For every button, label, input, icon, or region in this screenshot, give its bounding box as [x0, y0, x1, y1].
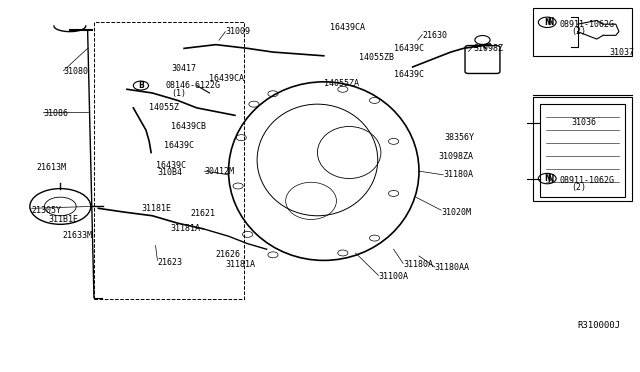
Text: 21630: 21630 [422, 31, 447, 40]
Text: 31020M: 31020M [441, 208, 471, 217]
Text: N: N [544, 18, 550, 27]
Text: 30412M: 30412M [204, 167, 234, 176]
Bar [533, 97, 632, 201]
Text: 16439C: 16439C [394, 70, 424, 79]
Text: 31100A: 31100A [378, 272, 408, 280]
Text: 16439C: 16439C [156, 161, 186, 170]
Text: 14055ZA: 14055ZA [324, 79, 359, 88]
Text: 31181A: 31181A [170, 224, 200, 233]
Text: 08911-1062G: 08911-1062G [560, 176, 615, 185]
Text: N: N [544, 174, 550, 183]
Text: 16439CA: 16439CA [209, 74, 244, 83]
Text: 38356Y: 38356Y [444, 133, 474, 142]
Text: (2): (2) [572, 183, 586, 192]
Text: 311B1E: 311B1E [48, 215, 78, 224]
Text: 21633M: 21633M [62, 231, 92, 240]
Text: 14055Z: 14055Z [149, 103, 179, 112]
Text: (1): (1) [172, 89, 186, 97]
Text: R310000J: R310000J [578, 321, 621, 330]
Text: 31098ZA: 31098ZA [438, 152, 473, 161]
Bar [94, 22, 244, 299]
Text: 08911-1062G: 08911-1062G [560, 20, 615, 29]
Text: 31037: 31037 [609, 48, 634, 57]
Text: 21621: 21621 [191, 209, 216, 218]
Text: N: N [547, 174, 554, 183]
Text: 310B4: 310B4 [157, 169, 182, 177]
Text: (2): (2) [572, 27, 586, 36]
Text: 31098Z: 31098Z [473, 44, 503, 53]
Text: B: B [138, 81, 144, 90]
Bar [533, 8, 632, 56]
Text: 21626: 21626 [216, 250, 241, 259]
Text: 31036: 31036 [572, 118, 596, 127]
Text: 16439C: 16439C [394, 44, 424, 53]
Text: 31181E: 31181E [141, 204, 171, 213]
Text: 16439CA: 16439CA [330, 23, 365, 32]
Text: 31180A: 31180A [443, 170, 473, 179]
Text: 31181A: 31181A [225, 260, 255, 269]
Bar [540, 104, 625, 197]
Text: 21623: 21623 [157, 258, 182, 267]
Text: 21305Y: 21305Y [32, 206, 61, 215]
Text: 31080: 31080 [63, 67, 88, 76]
Text: N: N [547, 17, 554, 27]
Text: 16439CB: 16439CB [172, 122, 207, 131]
Text: 21613M: 21613M [37, 163, 67, 172]
Text: 31180A: 31180A [403, 260, 433, 269]
Text: 16439C: 16439C [164, 141, 194, 150]
Text: 31180AA: 31180AA [435, 263, 470, 272]
Text: 30417: 30417 [172, 64, 196, 73]
Text: 31086: 31086 [43, 109, 68, 118]
Text: 31009: 31009 [225, 27, 250, 36]
Text: 08146-6122G: 08146-6122G [165, 81, 220, 90]
Text: 14055ZB: 14055ZB [358, 53, 394, 62]
